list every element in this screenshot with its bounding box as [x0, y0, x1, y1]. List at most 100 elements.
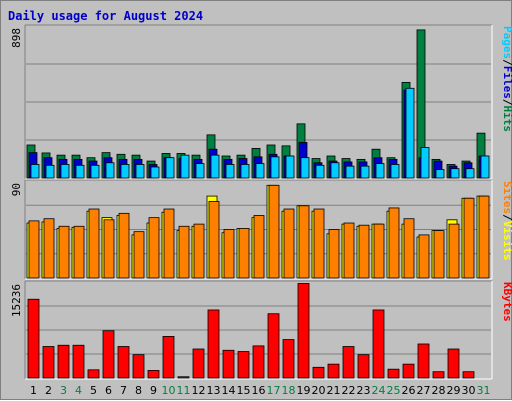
- bar-sites-day-20: [313, 208, 325, 279]
- x-tick-label: 19: [297, 384, 311, 397]
- bar-pages-day-15: [240, 164, 250, 179]
- y-max-label: 90: [10, 183, 23, 196]
- legend-files: Files: [501, 66, 512, 99]
- bar-sites-day-7: [118, 212, 130, 279]
- bar-kbytes-day-6: [102, 330, 115, 379]
- x-tick-label: 20: [312, 384, 326, 397]
- x-tick-label: 4: [75, 384, 82, 397]
- bar-sites-day-6: [103, 219, 115, 279]
- bar-sites-day-22: [343, 222, 355, 279]
- x-tick-label: 29: [447, 384, 461, 397]
- bar-sites-day-30: [463, 197, 475, 279]
- bar-pages-day-8: [135, 164, 145, 179]
- bar-pages-day-5: [90, 164, 100, 179]
- bar-sites-day-10: [163, 208, 175, 279]
- bar-kbytes-day-23: [357, 354, 370, 379]
- bar-pages-day-7: [120, 164, 130, 179]
- bar-kbytes-day-1: [27, 298, 40, 379]
- bar-pages-day-9: [150, 166, 160, 179]
- y-max-label: 15236: [10, 284, 23, 317]
- bar-pages-day-4: [75, 164, 85, 179]
- x-tick-label: 16: [252, 384, 266, 397]
- x-tick-label: 7: [120, 384, 127, 397]
- bar-sites-day-15: [238, 228, 250, 279]
- bar-kbytes-day-16: [252, 345, 265, 379]
- bar-pages-day-1: [30, 164, 40, 179]
- bar-pages-day-28: [435, 169, 445, 179]
- bar-pages-day-14: [225, 164, 235, 179]
- x-tick-label: 31: [477, 384, 491, 397]
- x-tick-label: 9: [150, 384, 157, 397]
- bar-pages-day-23: [360, 165, 370, 179]
- legend-pages: Pages: [501, 26, 512, 59]
- bar-sites-day-9: [148, 217, 160, 279]
- bar-kbytes-day-12: [192, 348, 205, 379]
- bar-pages-day-19: [300, 157, 310, 179]
- panel-visits-sites: 90 Sites/Visits: [10, 179, 512, 280]
- x-tick-label: 8: [135, 384, 142, 397]
- bar-sites-day-28: [433, 230, 445, 279]
- legend-kbytes: KBytes: [501, 282, 512, 322]
- bar-pages-day-17: [270, 156, 280, 179]
- bar-pages-day-16: [255, 163, 265, 179]
- bar-sites-day-3: [58, 225, 70, 279]
- bar-kbytes-day-22: [342, 346, 355, 379]
- x-tick-label: 22: [342, 384, 356, 397]
- bar-sites-day-12: [193, 223, 205, 279]
- bar-kbytes-day-25: [387, 368, 400, 379]
- bar-kbytes-day-7: [117, 346, 130, 379]
- chart-title: Daily usage for August 2024: [8, 9, 203, 23]
- x-tick-label: 30: [462, 384, 476, 397]
- x-tick-label: 13: [207, 384, 221, 397]
- bar-pages-day-18: [285, 155, 295, 179]
- x-tick-label: 2: [45, 384, 52, 397]
- x-tick-label: 15: [237, 384, 251, 397]
- x-tick-label: 3: [60, 384, 67, 397]
- bar-pages-day-10: [165, 157, 175, 179]
- bar-kbytes-day-2: [42, 346, 55, 379]
- bar-kbytes-day-4: [72, 344, 85, 379]
- bar-pages-day-24: [375, 163, 385, 179]
- panel-kbytes: 15236 KBytes: [10, 280, 512, 380]
- label-separator: /: [501, 99, 512, 106]
- bar-kbytes-day-17: [267, 313, 280, 379]
- x-tick-label: 17: [267, 384, 281, 397]
- bar-sites-day-11: [178, 225, 190, 279]
- legend-sites: Sites: [501, 181, 512, 214]
- bar-kbytes-day-10: [162, 336, 175, 379]
- bar-sites-day-25: [388, 207, 400, 279]
- bar-kbytes-day-21: [327, 363, 340, 379]
- bar-pages-day-30: [465, 168, 475, 179]
- x-tick-label: 6: [105, 384, 112, 397]
- bar-pages-day-2: [45, 164, 55, 179]
- x-tick-label: 10: [162, 384, 176, 397]
- bar-pages-day-12: [195, 163, 205, 179]
- bar-kbytes-day-24: [372, 309, 385, 379]
- x-tick-label: 12: [192, 384, 206, 397]
- bar-sites-day-2: [43, 218, 55, 279]
- bar-pages-day-6: [105, 162, 115, 179]
- y-max-label: 898: [10, 28, 23, 48]
- bar-sites-day-26: [403, 218, 415, 279]
- right-axis-label: KBytes: [501, 282, 512, 322]
- x-tick-label: 25: [387, 384, 401, 397]
- bar-sites-day-16: [253, 215, 265, 279]
- label-separator: /: [501, 59, 512, 66]
- bar-pages-day-31: [480, 155, 490, 179]
- x-tick-label: 28: [432, 384, 446, 397]
- bar-pages-day-25: [390, 164, 400, 179]
- x-tick-label: 1: [30, 384, 37, 397]
- bar-sites-day-21: [328, 229, 340, 279]
- bar-kbytes-day-9: [147, 370, 160, 379]
- x-tick-label: 18: [282, 384, 296, 397]
- x-tick-label: 23: [357, 384, 371, 397]
- bar-kbytes-day-18: [282, 339, 295, 379]
- bar-sites-day-27: [418, 234, 430, 279]
- bar-kbytes-day-11: [177, 376, 190, 379]
- label-separator: /: [501, 214, 512, 221]
- bar-sites-day-24: [373, 223, 385, 279]
- bar-sites-day-4: [73, 225, 85, 279]
